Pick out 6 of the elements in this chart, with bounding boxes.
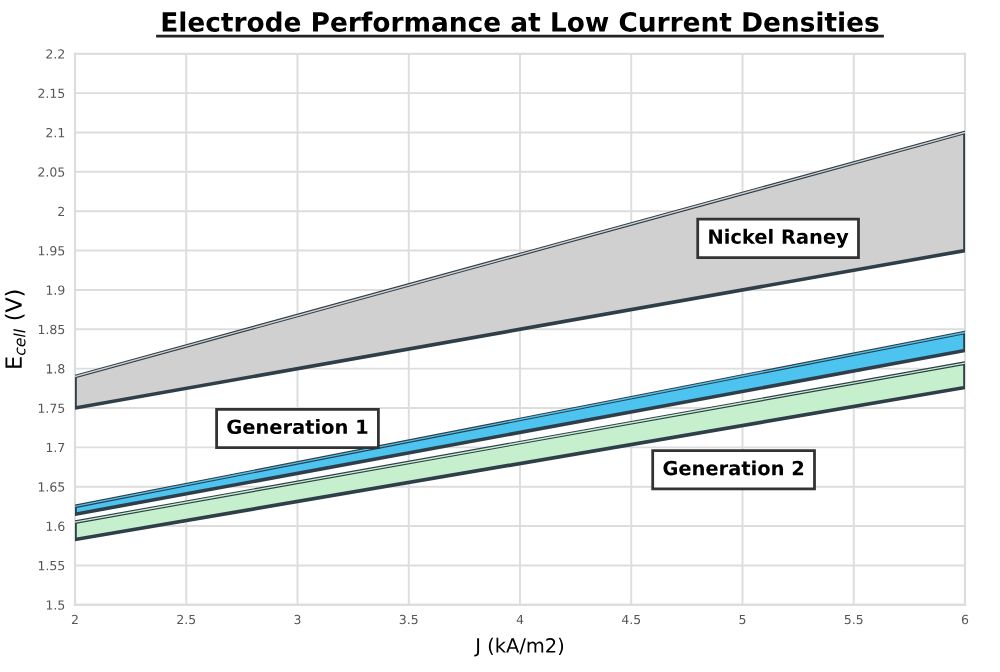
x-axis-title: J (kA/m2) [474, 637, 564, 657]
text: Generation 2 [663, 460, 804, 476]
chart-title: Electrode Performance at Low Current Densities [162, 11, 879, 32]
series-label: Nickel Raney [709, 228, 849, 248]
series-label: Generation 1 [227, 419, 368, 435]
y-axis-title: E$_{cell}$ (V) [4, 290, 26, 368]
